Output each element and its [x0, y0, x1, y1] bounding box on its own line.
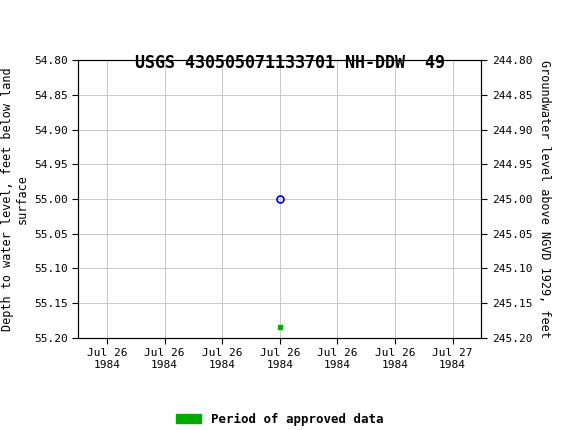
- Y-axis label: Depth to water level, feet below land
surface: Depth to water level, feet below land su…: [1, 67, 28, 331]
- Legend: Period of approved data: Period of approved data: [171, 408, 389, 430]
- Y-axis label: Groundwater level above NGVD 1929, feet: Groundwater level above NGVD 1929, feet: [538, 60, 551, 338]
- Text: USGS 430505071133701 NH-DDW  49: USGS 430505071133701 NH-DDW 49: [135, 54, 445, 72]
- Text: ≡USGS: ≡USGS: [7, 12, 70, 33]
